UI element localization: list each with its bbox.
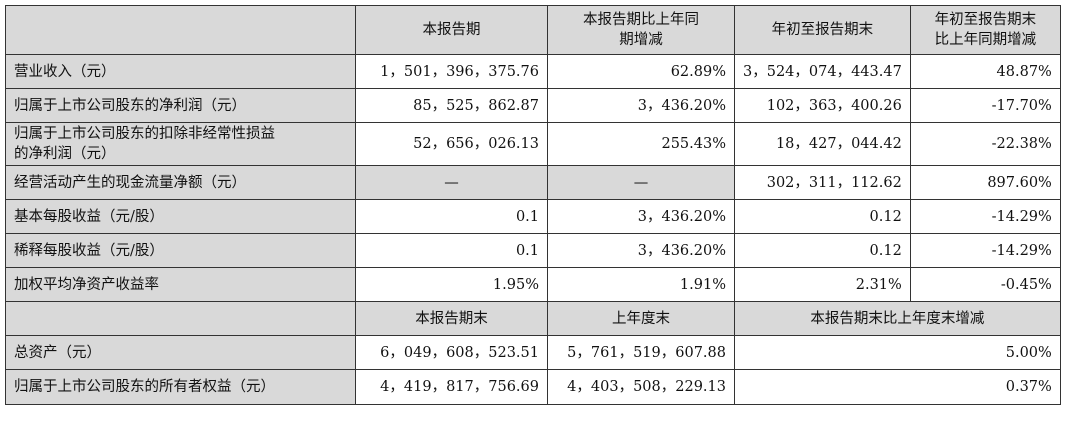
cell-value: -17.70% xyxy=(909,88,1061,123)
row-label: 加权平均净资产收益率 xyxy=(5,267,356,302)
cell-value: 4，419，817，756.69 xyxy=(355,369,548,405)
cell-value: 4，403，508，229.13 xyxy=(547,369,735,405)
header-corner xyxy=(5,301,356,336)
cell-value: — xyxy=(547,165,735,200)
cell-value: 0.12 xyxy=(734,233,911,268)
cell-value: 0.12 xyxy=(734,199,911,234)
cell-value: 48.87% xyxy=(909,54,1061,89)
header-ytd-yoy: 年初至报告期末 比上年同期增减 xyxy=(909,5,1061,55)
cell-value: -14.29% xyxy=(909,199,1061,234)
row-label: 总资产（元） xyxy=(5,335,356,370)
header-row-balance: 本报告期末 上年度末 本报告期末比上年度末增减 xyxy=(5,301,1061,336)
cell-value: -0.45% xyxy=(909,267,1061,302)
row-label: 归属于上市公司股东的所有者权益（元） xyxy=(5,369,356,405)
cell-value: 255.43% xyxy=(547,122,735,166)
financial-table-container: 本报告期 本报告期比上年同 期增减 年初至报告期末 年初至报告期末 比上年同期增减 … xyxy=(5,5,1061,405)
cell-value: 302，311，112.62 xyxy=(734,165,911,200)
cell-value: 897.60% xyxy=(909,165,1061,200)
cell-value: 3，436.20% xyxy=(547,199,735,234)
cell-value: 3，524，074，443.47 xyxy=(734,54,911,89)
cell-value: 3，436.20% xyxy=(547,233,735,268)
table-row-net-profit-deducted: 归属于上市公司股东的扣除非经常性损益 的净利润（元） 52，656，026.13 … xyxy=(5,122,1061,166)
cell-value: 1，501，396，375.76 xyxy=(355,54,548,89)
cell-value: — xyxy=(355,165,548,200)
cell-value: 0.1 xyxy=(355,199,548,234)
cell-value: 1.91% xyxy=(547,267,735,302)
cell-value: 3，436.20% xyxy=(547,88,735,123)
header-ytd: 年初至报告期末 xyxy=(734,5,911,55)
row-label: 归属于上市公司股东的扣除非经常性损益 的净利润（元） xyxy=(5,122,356,166)
table-row-diluted-eps: 稀释每股收益（元/股） 0.1 3，436.20% 0.12 -14.29% xyxy=(5,233,1061,268)
cell-value: 18，427，044.42 xyxy=(734,122,911,166)
header-current-period-yoy: 本报告期比上年同 期增减 xyxy=(547,5,735,55)
header-row: 本报告期 本报告期比上年同 期增减 年初至报告期末 年初至报告期末 比上年同期增减 xyxy=(5,5,1061,55)
row-label: 经营活动产生的现金流量净额（元） xyxy=(5,165,356,200)
table-row-basic-eps: 基本每股收益（元/股） 0.1 3，436.20% 0.12 -14.29% xyxy=(5,199,1061,234)
cell-value: 0.37% xyxy=(734,369,1061,405)
cell-value: 2.31% xyxy=(734,267,911,302)
header-period-end: 本报告期末 xyxy=(355,301,548,336)
cell-value: 52，656，026.13 xyxy=(355,122,548,166)
row-label: 归属于上市公司股东的净利润（元） xyxy=(5,88,356,123)
header-prior-year-end: 上年度末 xyxy=(547,301,735,336)
header-period-end-change: 本报告期末比上年度末增减 xyxy=(734,301,1061,336)
table-row-revenue: 营业收入（元） 1，501，396，375.76 62.89% 3，524，07… xyxy=(5,54,1061,89)
cell-value: 62.89% xyxy=(547,54,735,89)
header-current-period: 本报告期 xyxy=(355,5,548,55)
cell-value: 1.95% xyxy=(355,267,548,302)
cell-value: 85，525，862.87 xyxy=(355,88,548,123)
cell-value: 5，761，519，607.88 xyxy=(547,335,735,370)
cell-value: -22.38% xyxy=(909,122,1061,166)
cell-value: 5.00% xyxy=(734,335,1061,370)
cell-value: 0.1 xyxy=(355,233,548,268)
row-label: 基本每股收益（元/股） xyxy=(5,199,356,234)
row-label: 稀释每股收益（元/股） xyxy=(5,233,356,268)
table-row-roe: 加权平均净资产收益率 1.95% 1.91% 2.31% -0.45% xyxy=(5,267,1061,302)
financial-summary-table: 本报告期 本报告期比上年同 期增减 年初至报告期末 年初至报告期末 比上年同期增减 … xyxy=(5,5,1061,405)
table-row-net-profit: 归属于上市公司股东的净利润（元） 85，525，862.87 3，436.20%… xyxy=(5,88,1061,123)
table-row-equity: 归属于上市公司股东的所有者权益（元） 4，419，817，756.69 4，40… xyxy=(5,369,1061,405)
cell-value: -14.29% xyxy=(909,233,1061,268)
table-row-operating-cash-flow: 经营活动产生的现金流量净额（元） — — 302，311，112.62 897.… xyxy=(5,165,1061,200)
cell-value: 102，363，400.26 xyxy=(734,88,911,123)
table-row-total-assets: 总资产（元） 6，049，608，523.51 5，761，519，607.88… xyxy=(5,335,1061,370)
cell-value: 6，049，608，523.51 xyxy=(355,335,548,370)
header-corner xyxy=(5,5,356,55)
row-label: 营业收入（元） xyxy=(5,54,356,89)
